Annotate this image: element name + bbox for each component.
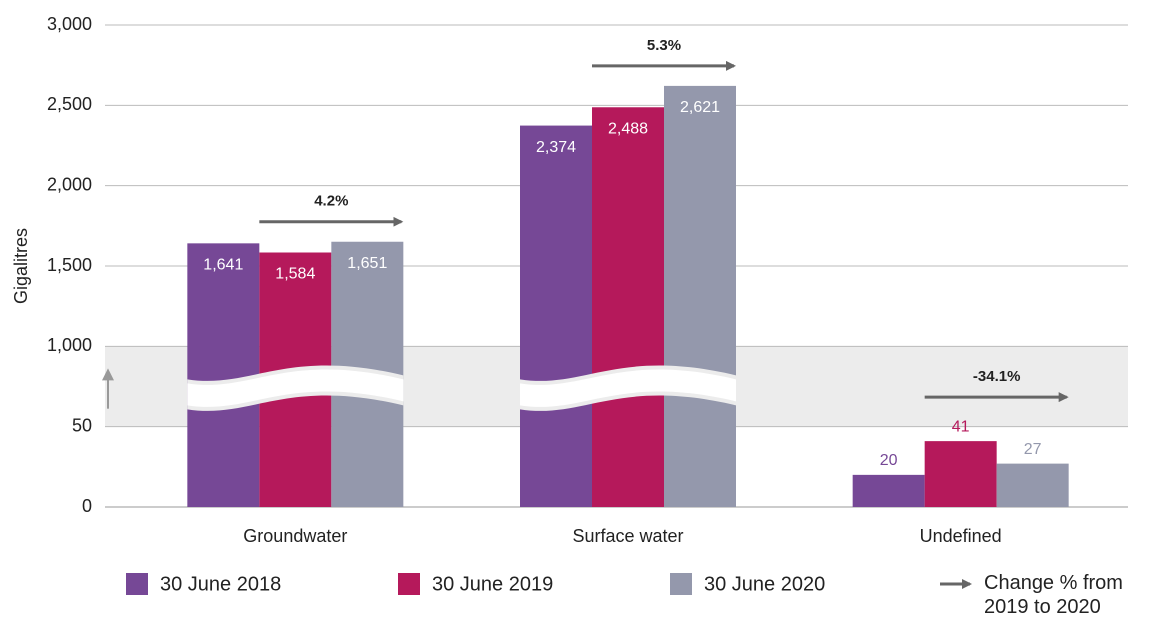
y-axis-label: Gigalitres [11,228,31,304]
change-annotation: 4.2% [314,193,348,210]
y-tick-label: 0 [82,496,92,516]
value-label: 27 [1024,441,1042,458]
y-tick-label: 2,500 [47,94,92,114]
x-tick-label: Undefined [920,526,1002,546]
bar [996,463,1069,507]
legend-swatch [670,573,692,595]
change-annotation: 5.3% [647,37,681,54]
legend-label: 30 June 2018 [160,573,281,595]
value-label: 41 [952,418,970,435]
y-tick-label: 1,500 [47,255,92,275]
legend-swatch [398,573,420,595]
legend-swatch [126,573,148,595]
y-tick-label: 2,000 [47,174,92,194]
bar [187,243,260,507]
value-label: 1,641 [203,257,243,274]
value-label: 2,488 [608,120,648,137]
value-label: 1,584 [275,266,315,283]
value-label: 2,374 [536,139,576,156]
axis-break-cut-inner [187,369,404,407]
bar [592,107,664,508]
y-tick-label: 1,000 [47,335,92,355]
bar [664,85,736,507]
x-tick-label: Groundwater [243,526,347,546]
bar [520,125,592,507]
value-label: 1,651 [347,255,387,272]
value-label: 2,621 [680,99,720,116]
axis-break-cut-inner [520,369,736,407]
legend-label: 30 June 2020 [704,573,825,595]
y-tick-label: 3,000 [47,14,92,34]
bar [924,441,997,507]
change-annotation: -34.1% [973,368,1021,385]
legend-arrow-label: Change % from 2019 to 2020 [984,572,1123,618]
axis-break-arrowhead [102,368,114,381]
value-label: 20 [880,452,898,469]
x-tick-label: Surface water [572,526,683,546]
y-tick-label: 50 [72,415,92,435]
legend-label: 30 June 2019 [432,573,553,595]
bar [852,474,925,507]
